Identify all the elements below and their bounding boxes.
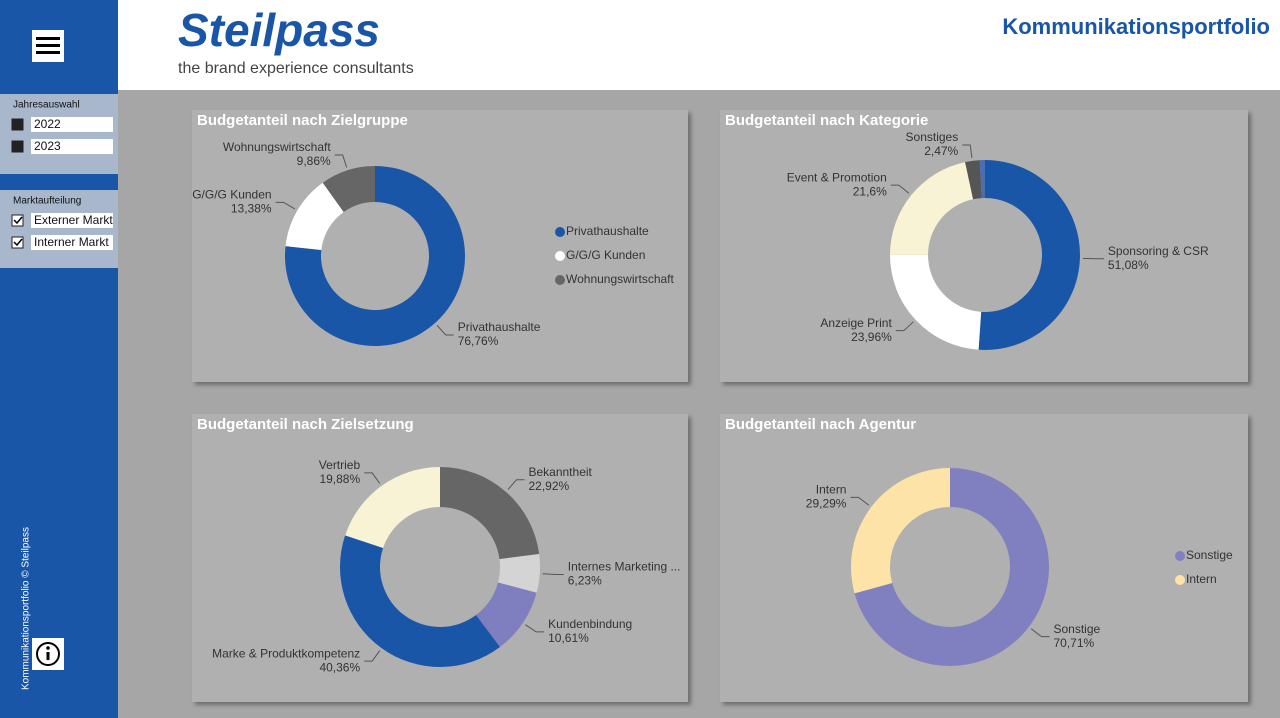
leader-line [895,321,914,332]
slice-value: 9,86% [297,154,331,168]
legend-marker [555,227,565,237]
leader-line [890,184,910,194]
legend-label[interactable]: Privathaushalte [566,224,649,238]
donut-slice[interactable] [285,166,465,347]
slice-label: Intern [816,483,847,497]
legend-label[interactable]: G/G/G Kunden [566,248,645,262]
header-bar [118,0,1280,90]
menu-button[interactable] [32,30,64,62]
slice-value: 23,96% [851,330,892,344]
legend-marker [1175,551,1185,561]
slice-label: Vertrieb [319,458,361,472]
chart-title: Budgetanteil nach Zielgruppe [197,112,408,129]
slice-label: Sponsoring & CSR [1108,244,1209,258]
donut-slice[interactable] [322,166,375,213]
slice-label: Wohnungswirtschaft [223,140,331,154]
filter-item[interactable]: Interner Markt [34,235,109,249]
filter-item-box[interactable] [31,117,113,132]
chart-title: Budgetanteil nach Agentur [725,416,916,433]
checkbox[interactable] [11,140,24,153]
legend-marker [555,251,565,261]
slice-label: Bekanntheit [528,465,592,479]
leader-line [542,573,564,576]
slice-label: Anzeige Print [820,316,892,330]
filter-title: Jahresauswahl [13,100,80,111]
legend-label[interactable]: Wohnungswirtschaft [566,272,674,286]
leader-line [850,496,870,506]
footer-text: Kommunikationsportfolio © Steilpass [21,527,32,690]
donut-slice[interactable] [890,254,982,350]
slice-label: Event & Promotion [787,170,887,184]
slice-value: 6,23% [568,574,602,588]
leader-line [364,650,381,662]
tagline: the brand experience consultants [178,60,414,77]
slice-value: 51,08% [1108,258,1149,272]
legend-marker [555,275,565,285]
slice-value: 70,71% [1054,636,1095,650]
filter-title: Marktaufteilung [13,196,81,207]
donut-slice[interactable] [440,467,540,560]
filter-item[interactable]: Externer Markt [34,213,113,227]
filter-item[interactable]: 2023 [34,139,61,153]
filter-item[interactable]: 2022 [34,117,61,131]
checkbox[interactable] [11,118,24,131]
donut-slice[interactable] [285,182,344,251]
chart-title: Budgetanteil nach Zielsetzung [197,416,414,433]
leader-line [1030,628,1050,638]
slice-value: 76,76% [458,334,499,348]
legend-label[interactable]: Sonstige [1186,548,1233,562]
info-button[interactable] [32,638,64,670]
logo: Steilpass [178,4,380,56]
leader-line [525,624,545,633]
donut-slice[interactable] [851,468,950,594]
donut-slice[interactable] [978,160,1080,350]
leader-line [962,144,973,158]
donut-slice[interactable] [340,535,500,667]
slice-label: Kundenbindung [548,617,632,631]
slice-label: Marke & Produktkompetenz [212,646,360,660]
chart-title: Budgetanteil nach Kategorie [725,112,928,129]
slice-value: 2,47% [924,144,958,158]
slice-label: Privathaushalte [458,320,541,334]
slice-label: Sonstiges [906,130,959,144]
slice-label: G/G/G Kunden [192,188,271,202]
slice-value: 29,29% [806,497,847,511]
check-mark [13,238,23,247]
legend-marker [1175,575,1185,585]
page-title: Kommunikationsportfolio [1002,14,1270,39]
filter-item-box[interactable] [31,213,113,228]
slice-label: Internes Marketing ... [568,560,681,574]
legend-label[interactable]: Intern [1186,572,1217,586]
donut-slice[interactable] [965,160,982,200]
leader-line [507,479,525,490]
leader-line [364,472,381,484]
filter-box [0,190,118,268]
donut-slice[interactable] [979,160,985,199]
slice-value: 19,88% [319,472,360,486]
donut-slice[interactable] [890,162,974,255]
checkbox[interactable] [11,214,24,227]
donut-slice[interactable] [345,467,440,549]
slice-value: 40,36% [319,660,360,674]
donut-slice[interactable] [497,553,540,593]
check-mark [13,216,23,225]
slice-value: 10,61% [548,631,589,645]
filter-item-box[interactable] [31,235,113,250]
slice-label: Sonstige [1054,622,1101,636]
leader-line [436,324,454,336]
filter-box [0,94,118,174]
slice-value: 21,6% [853,184,887,198]
leader-line [275,201,296,210]
donut-slice[interactable] [854,468,1049,666]
checkbox[interactable] [11,236,24,249]
donut-slice[interactable] [475,582,537,648]
slice-value: 13,38% [231,202,272,216]
leader-line [334,154,348,168]
filter-item-box[interactable] [31,139,113,154]
slice-value: 22,92% [528,479,569,493]
